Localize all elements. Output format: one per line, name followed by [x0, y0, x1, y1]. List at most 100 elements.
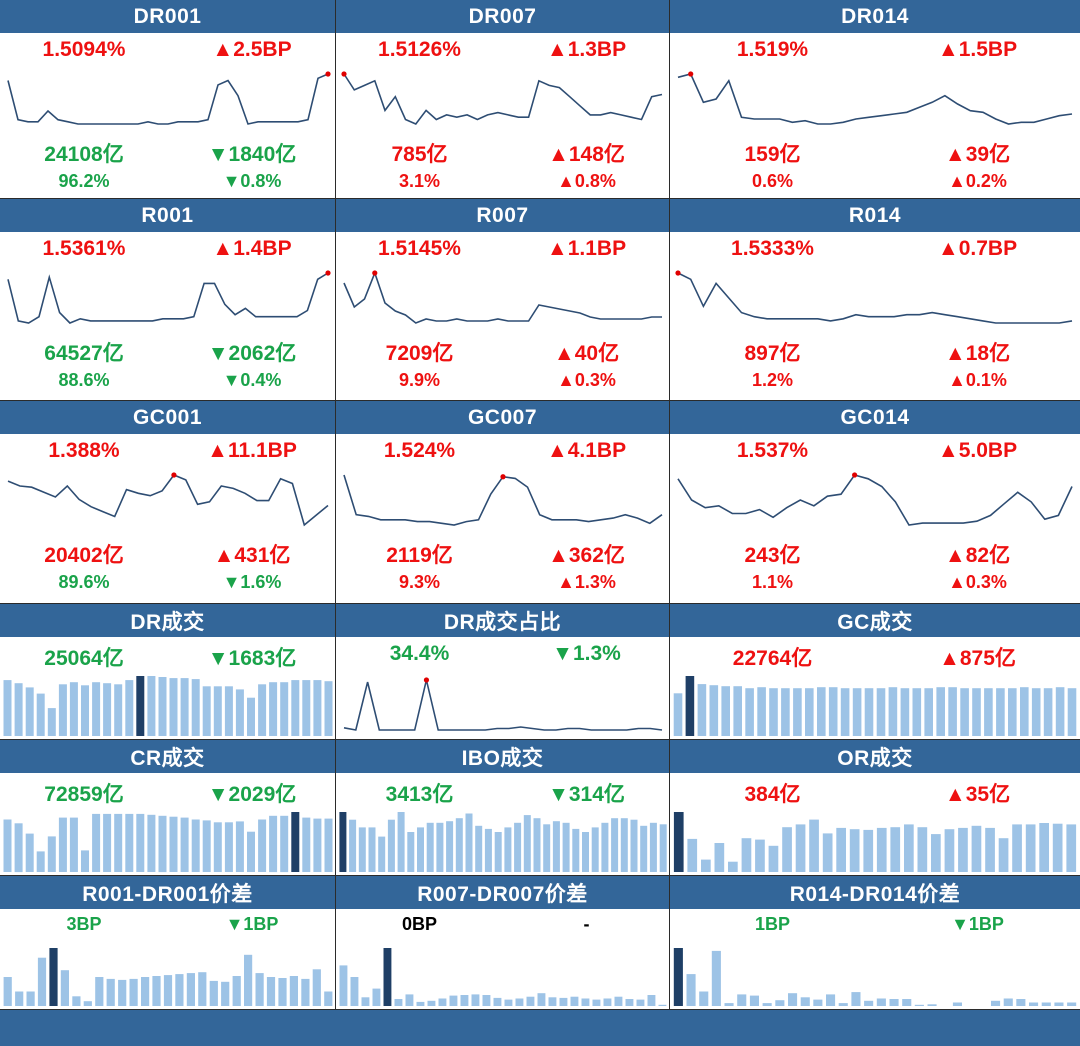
panel-1-0: R001 1.5361% ▲1.4BP 64527亿 ▼2062亿 88.6% ▼0.4%	[0, 199, 336, 401]
highlight-point	[675, 270, 681, 276]
highlight-point	[852, 472, 858, 478]
bar	[213, 686, 222, 736]
bar	[482, 995, 491, 1006]
panel-2-0: GC001 1.388% ▲11.1BP 20402亿 ▲431亿 89.6% ▼1.6%	[0, 401, 336, 604]
bar	[570, 996, 579, 1006]
stat-value: 1.537%	[736, 439, 809, 462]
bar	[312, 969, 321, 1006]
stat-value: ▼0.4%	[222, 370, 282, 390]
bar	[876, 688, 886, 736]
bar	[397, 812, 405, 872]
bar	[971, 825, 982, 872]
bar	[793, 688, 802, 736]
bar	[687, 838, 698, 872]
bar	[737, 994, 747, 1006]
bar	[972, 688, 981, 736]
bar	[191, 679, 200, 736]
bar	[614, 996, 623, 1006]
stat-value: ▼314亿	[548, 783, 625, 806]
stat-value: ▼2062亿	[207, 342, 297, 365]
bar	[840, 688, 850, 736]
stat-value: ▲1.4BP	[212, 237, 292, 260]
chart	[677, 71, 1073, 125]
bar	[324, 681, 333, 736]
panel-title: R014	[670, 199, 1080, 232]
chart	[343, 677, 663, 731]
bar	[864, 688, 874, 736]
bar	[349, 819, 357, 872]
bar	[313, 680, 322, 736]
bar	[302, 817, 311, 872]
bar	[460, 995, 469, 1006]
stat-value: ▲2.5BP	[212, 38, 292, 61]
bar	[526, 996, 535, 1006]
bar	[709, 685, 719, 736]
bar	[697, 684, 707, 736]
bar	[280, 682, 289, 736]
bar	[202, 820, 211, 872]
bar	[890, 827, 901, 872]
bar	[416, 1001, 425, 1006]
panel-0-1: DR007 1.5126% ▲1.3BP 785亿 ▲148亿 3.1% ▲0.8%	[336, 0, 670, 199]
row-separator	[0, 603, 1080, 604]
bar	[724, 1003, 734, 1006]
bar	[449, 995, 458, 1006]
bar	[1041, 1002, 1051, 1006]
stat-value: 1.5094%	[42, 38, 126, 61]
stat-value: 24108亿	[44, 143, 124, 166]
bar	[147, 814, 156, 872]
bar	[788, 993, 798, 1006]
bar	[762, 1003, 772, 1006]
bar	[358, 827, 366, 872]
bar	[269, 815, 278, 873]
bar	[1012, 824, 1022, 872]
series-line	[677, 73, 1073, 125]
bar	[465, 813, 473, 872]
bar	[721, 686, 730, 736]
stat-value: -	[583, 914, 590, 934]
stat-value: ▲18亿	[944, 342, 1011, 365]
bar	[952, 1002, 962, 1006]
highlight-point	[341, 71, 347, 77]
bar	[141, 977, 150, 1006]
bar	[3, 680, 12, 736]
panel-3-0: DR成交 25064亿 ▼1683亿	[0, 604, 336, 740]
bar	[960, 688, 969, 736]
bar	[900, 688, 910, 736]
series-line	[7, 272, 329, 324]
bar	[912, 688, 922, 736]
bar	[985, 827, 995, 872]
bar	[876, 998, 886, 1006]
panel-0-0: DR001 1.5094% ▲2.5BP 24108亿 ▼1840亿 96.2% ▼0.8%	[0, 0, 336, 199]
stat-value: 25064亿	[44, 647, 124, 670]
stat-value: 243亿	[744, 544, 801, 567]
bar	[92, 813, 101, 872]
bar	[781, 688, 790, 736]
bar	[537, 993, 546, 1006]
stat-value: ▼1840亿	[207, 143, 297, 166]
stat-value: 897亿	[744, 342, 801, 365]
bar	[180, 678, 189, 736]
bar	[927, 1004, 937, 1006]
row-separator	[0, 1009, 1080, 1010]
bar	[247, 831, 255, 872]
bar	[235, 689, 244, 736]
stat-value: ▼1BP	[225, 914, 279, 934]
bar	[266, 977, 276, 1006]
chart	[673, 948, 1077, 1006]
bar	[948, 687, 957, 736]
bar	[572, 828, 580, 872]
series-line	[343, 73, 663, 125]
bar	[125, 680, 134, 736]
stat-value: 1.5333%	[731, 237, 814, 260]
bar	[991, 1000, 1001, 1006]
bar	[543, 824, 551, 872]
series-line	[343, 474, 663, 526]
bar	[1039, 823, 1049, 872]
chart	[3, 948, 333, 1006]
bar	[514, 822, 522, 872]
panel-title: R007-DR007价差	[336, 876, 669, 909]
bar	[728, 861, 738, 872]
bar	[944, 829, 955, 872]
stat-value: ▲1.1BP	[546, 237, 627, 260]
